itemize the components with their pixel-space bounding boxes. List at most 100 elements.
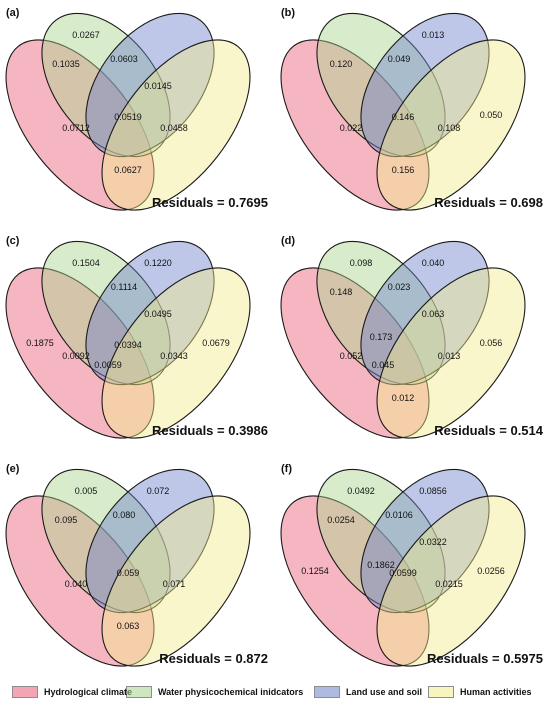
region-value-ad: 0.063 [117, 621, 140, 631]
ellipse-hydrological [280, 267, 430, 439]
ellipse-human [376, 267, 526, 439]
residuals-text: Residuals = 0.872 [159, 651, 268, 666]
region-value-b: 0.1504 [72, 258, 100, 268]
region-value-b: 0.0492 [347, 486, 375, 496]
region-value-abcd: 0.0394 [114, 340, 142, 350]
ellipse-human [101, 267, 251, 439]
residuals-text: Residuals = 0.7695 [152, 195, 268, 210]
region-value-bc: 0.080 [113, 510, 136, 520]
region-value-bd: 0.0343 [160, 351, 188, 361]
region-value-acd: 0.045 [372, 360, 395, 370]
region-value-b: 0.098 [350, 258, 373, 268]
panel-tag: (d) [281, 235, 295, 247]
region-value-abcd: 0.0519 [114, 112, 142, 122]
region-value-bc: 0.049 [388, 54, 411, 64]
region-value-c: 0.0856 [419, 486, 447, 496]
residuals-text: Residuals = 0.514 [434, 423, 544, 438]
ellipse-human [101, 39, 251, 211]
region-value-d: 0.0679 [202, 338, 230, 348]
panel-tag: (b) [281, 7, 295, 19]
region-value-cd: 0.063 [422, 309, 445, 319]
ellipse-water [316, 12, 446, 158]
region-value-ab: 0.095 [55, 515, 78, 525]
ellipse-land [360, 12, 490, 158]
region-value-a: 0.1875 [26, 338, 54, 348]
legend-swatch-water [126, 686, 152, 698]
region-value-bd: 0.0458 [160, 123, 188, 133]
region-value-bc: 0.023 [388, 282, 411, 292]
ellipse-hydrological [5, 39, 155, 211]
region-value-abc: 0.1862 [367, 560, 395, 570]
ellipse-hydrological [5, 495, 155, 667]
region-value-abcd: 0.0599 [389, 568, 417, 578]
ellipse-hydrological [280, 39, 430, 211]
legend-label-human: Human activities [460, 687, 532, 697]
ellipse-water [41, 12, 171, 158]
ellipse-human [376, 495, 526, 667]
region-value-d: 0.0256 [477, 566, 505, 576]
residuals-text: Residuals = 0.5975 [427, 651, 543, 666]
ellipse-human [376, 39, 526, 211]
region-value-ab: 0.1035 [52, 59, 80, 69]
region-value-bd: 0.108 [438, 123, 461, 133]
region-value-c: 0.1220 [144, 258, 172, 268]
legend: Hydrological climate Water physicochemic… [0, 684, 550, 704]
legend-swatch-hydrological [12, 686, 38, 698]
ellipse-hydrological [280, 495, 430, 667]
region-value-bd: 0.013 [438, 351, 461, 361]
ellipse-hydrological [5, 267, 155, 439]
ellipse-land [85, 240, 215, 386]
ellipse-water [41, 468, 171, 614]
panel-tag: (f) [281, 463, 292, 475]
region-value-a: 0.1254 [301, 566, 329, 576]
region-value-bd: 0.0215 [435, 579, 463, 589]
region-value-ac: 0.040 [65, 579, 88, 589]
region-value-ac: 0.022 [340, 123, 363, 133]
ellipse-land [360, 468, 490, 614]
ellipse-land [85, 12, 215, 158]
ellipse-water [316, 240, 446, 386]
ellipse-water [41, 240, 171, 386]
region-value-ac: 0.052 [340, 351, 363, 361]
venn-panel-1: (a) 0.0267 0.1035 0.0603 0.0145 0.0712 0.0458 0… [5, 7, 268, 211]
region-value-ad: 0.0627 [114, 165, 142, 175]
region-value-abc: 0.173 [370, 332, 393, 342]
region-value-cd: 0.0145 [144, 81, 172, 91]
panel-tag: (a) [6, 7, 20, 19]
region-value-b: 0.0267 [72, 30, 100, 40]
region-value-cd: 0.0322 [419, 537, 447, 547]
legend-label-land: Land use and soil [346, 687, 423, 697]
region-value-ab: 0.148 [330, 287, 353, 297]
region-value-d: 0.050 [480, 110, 503, 120]
region-value-c: 0.013 [422, 30, 445, 40]
region-value-ab: 0.120 [330, 59, 353, 69]
venn-panel-2: (b) 0.013 0.050 0.120 0.049 0.022 0.108 0.146 0.… [280, 7, 543, 211]
ellipse-water [316, 468, 446, 614]
venn-panel-6: (f) 0.1254 0.0492 0.0856 0.0256 0.0254 0.0106 0… [280, 463, 543, 667]
region-value-b: 0.005 [75, 486, 98, 496]
ellipse-land [85, 468, 215, 614]
region-value-abcd: 0.059 [117, 568, 140, 578]
region-value-c: 0.040 [422, 258, 445, 268]
region-value-cd: 0.0495 [144, 309, 172, 319]
region-value-ab: 0.0254 [327, 515, 355, 525]
region-value-ac: 0.0092 [62, 351, 90, 361]
region-value-bc: 0.1114 [111, 282, 137, 292]
legend-label-hydrological: Hydrological climate [44, 687, 133, 697]
region-value-acd: 0.0059 [94, 360, 122, 370]
venn-figure: (a) 0.0267 0.1035 0.0603 0.0145 0.0712 0.0458 0… [5, 7, 544, 667]
panel-tag: (c) [6, 235, 20, 247]
residuals-text: Residuals = 0.698 [434, 195, 543, 210]
panel-tag: (e) [6, 463, 20, 475]
region-value-ac: 0.0712 [62, 123, 90, 133]
legend-label-water: Water physicochemical inidcators [158, 687, 304, 697]
venn-panel-4: (d) 0.098 0.040 0.056 0.148 0.023 0.063 0.052 0.… [280, 235, 544, 439]
residuals-text: Residuals = 0.3986 [152, 423, 268, 438]
region-value-bc: 0.0603 [110, 54, 138, 64]
venn-panel-5: (e) 0.005 0.072 0.095 0.080 0.040 0.071 0.059 0.… [5, 463, 268, 667]
ellipse-human [101, 495, 251, 667]
region-value-ad: 0.156 [392, 165, 415, 175]
region-value-c: 0.072 [147, 486, 170, 496]
ellipse-land [360, 240, 490, 386]
region-value-d: 0.056 [480, 338, 503, 348]
